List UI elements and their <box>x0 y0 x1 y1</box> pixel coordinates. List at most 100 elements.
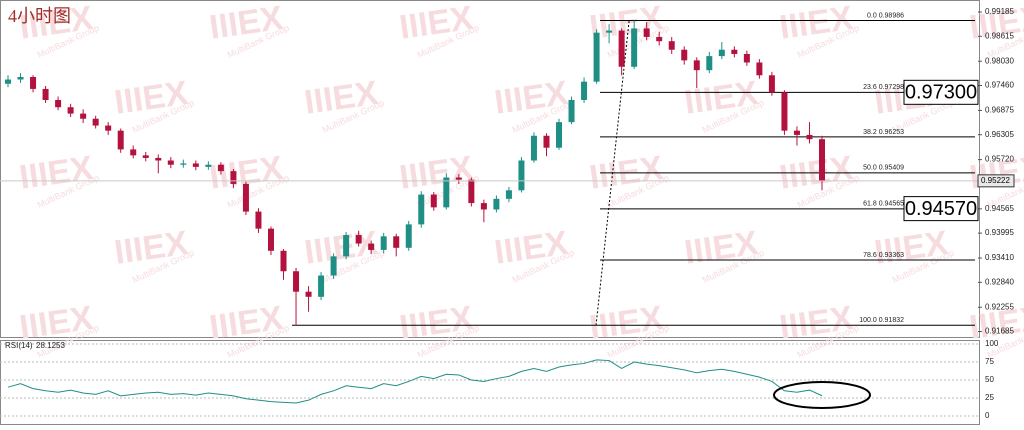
watermark-logo: IIIEX <box>302 74 381 122</box>
rsi-tick-label: 100 <box>985 339 999 348</box>
candle-body <box>443 177 450 208</box>
rsi-line <box>7 359 823 404</box>
fib-label: 0.0 0.98986 <box>867 12 904 19</box>
candle-body <box>280 250 287 272</box>
candle-body <box>167 160 174 165</box>
candle-body <box>42 88 49 100</box>
watermark-logo: IIIEX <box>397 299 476 347</box>
candle-body <box>318 275 325 297</box>
candle-body <box>530 135 537 161</box>
candle-body <box>92 118 99 126</box>
candle-body <box>405 224 412 248</box>
candle-body <box>192 163 199 167</box>
candle-body <box>418 194 425 225</box>
candle-body <box>518 160 525 191</box>
candle-body <box>343 235 350 257</box>
y-tick-label: 0.97460 <box>985 81 1014 90</box>
rsi-label: RSI(14) <box>5 341 33 350</box>
watermark-logo: IIIEX <box>777 299 856 347</box>
candle-body <box>643 28 650 37</box>
candle-body <box>556 122 563 148</box>
y-tick-label: 0.95720 <box>985 155 1014 164</box>
candle-body <box>656 36 663 42</box>
candle-body <box>568 99 575 123</box>
candle-body <box>618 30 625 67</box>
watermark-logo: IIIEX <box>777 0 856 47</box>
rsi-tick-label: 0 <box>985 411 990 420</box>
annotation-box <box>903 79 979 105</box>
candle-body <box>731 49 738 54</box>
candle-body <box>781 92 788 131</box>
plot: 0.99185 0.98615 0.98030 0.97460 0.96875 0.963… <box>0 7 1015 420</box>
candle-body <box>142 155 149 158</box>
candle-body <box>793 130 800 135</box>
candle-body <box>468 179 475 204</box>
y-tick-label: 0.91685 <box>985 327 1014 336</box>
rsi-tick-label: 50 <box>985 375 994 384</box>
candle-body <box>543 135 550 148</box>
y-tick-label: 0.96875 <box>985 106 1014 115</box>
y-tick-label: 0.96305 <box>985 130 1014 139</box>
current-price-label: 0.95222 <box>981 176 1010 185</box>
candle-body <box>55 99 62 108</box>
candle-body <box>205 164 212 167</box>
candle-body <box>706 56 713 71</box>
fib-label: 100.0 0.91832 <box>859 317 904 324</box>
watermark-logo: IIIEX <box>587 299 666 347</box>
annotation-label: 0.94570 <box>905 198 977 220</box>
candle-body <box>5 79 11 84</box>
candle-body <box>17 76 24 80</box>
y-tick-label: 0.94565 <box>985 204 1014 213</box>
watermark-logo: IIIEX <box>207 0 286 47</box>
candle-body <box>155 157 162 161</box>
watermark-logo: IIIEX <box>207 299 286 347</box>
y-tick-label: 0.93410 <box>985 253 1014 262</box>
watermark-logo: IIIEX <box>967 299 1024 347</box>
watermark-logo: IIIEX <box>492 224 571 272</box>
candle-body <box>480 203 487 210</box>
chart-title: 4小时图 <box>8 6 71 26</box>
watermark-logo: IIIEX <box>112 224 191 272</box>
watermark-logo: IIIEX <box>967 149 1024 197</box>
annotation-label: 0.97300 <box>905 82 977 104</box>
annotation-box <box>903 196 979 222</box>
highlight-ellipse <box>773 381 871 409</box>
watermark-logo: IIIEX <box>17 149 96 197</box>
y-tick-label: 0.93995 <box>985 228 1014 237</box>
watermark-logo: IIIEX <box>397 0 476 47</box>
candle-body <box>430 194 437 208</box>
candle-body <box>117 130 124 150</box>
candle-body <box>393 236 400 248</box>
candle-body <box>380 236 387 250</box>
candle-body <box>806 134 813 140</box>
candle-body <box>455 177 462 180</box>
fib-label: 38.2 0.96253 <box>863 129 904 136</box>
watermark-logo: IIIEX <box>682 74 761 122</box>
fib-label: 61.8 0.94565 <box>863 201 904 208</box>
candle-body <box>493 198 500 210</box>
main-frame <box>0 0 980 338</box>
watermark-logo: IIIEX <box>17 299 96 347</box>
y-tick-label: 0.98030 <box>985 56 1014 65</box>
y-tick-label: 0.92840 <box>985 277 1014 286</box>
candle-body <box>768 75 775 93</box>
rsi-last-value: 28.1253 <box>36 341 65 350</box>
rsi-tick-label: 25 <box>985 393 994 402</box>
candle-body <box>606 30 613 33</box>
candle-body <box>593 32 600 82</box>
candle-body <box>718 49 725 57</box>
candle-body <box>255 211 262 229</box>
candle-body <box>330 256 337 276</box>
candle-body <box>67 107 74 114</box>
candle-body <box>819 139 825 181</box>
candle-body <box>668 41 675 50</box>
candle-body <box>693 60 700 71</box>
candle-body <box>743 53 750 63</box>
watermark-logo: IIIEX <box>492 74 571 122</box>
candle-body <box>581 81 588 100</box>
watermark-logo: IIIEX <box>682 224 761 272</box>
watermark-logo: IIIEX <box>872 224 951 272</box>
candle-body <box>631 28 638 67</box>
